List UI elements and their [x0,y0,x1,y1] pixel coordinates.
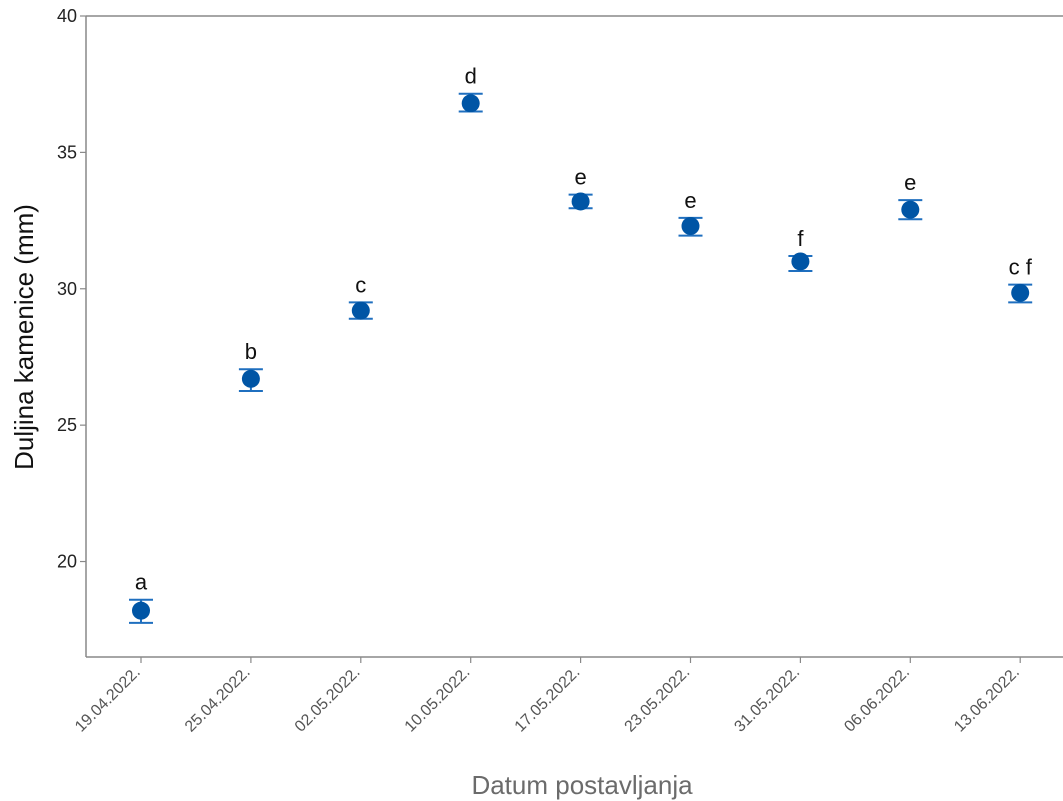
y-tick-label: 40 [57,6,77,26]
data-point [461,94,480,113]
y-tick-label: 35 [57,142,77,162]
axes [85,15,1063,658]
x-axis-title: Datum postavljanja [471,770,693,800]
data-marks: a b c d e e f e c f [129,64,1033,624]
group-label: e [574,165,586,190]
data-point [241,369,260,388]
group-label: a [135,570,148,595]
group-label: b [245,339,257,364]
y-tick-label: 25 [57,415,77,435]
group-label: d [465,64,477,89]
group-label: e [684,188,696,213]
data-point [901,200,920,219]
group-label: c f [1009,255,1033,280]
x-tick-label: 13.06.2022. [951,664,1023,736]
x-tick-label: 19.04.2022. [72,664,144,736]
x-tick-label: 06.06.2022. [841,664,913,736]
group-label: e [904,170,916,195]
y-axis-ticks: 20 25 30 35 40 [57,6,86,572]
y-tick-label: 30 [57,279,77,299]
y-tick-label: 20 [57,552,77,572]
data-point [791,252,810,271]
x-tick-label: 10.05.2022. [402,664,474,736]
x-tick-label: 25.04.2022. [182,664,254,736]
x-tick-label: 02.05.2022. [292,664,364,736]
x-tick-label: 17.05.2022. [512,664,584,736]
data-point [681,217,700,236]
x-tick-label: 31.05.2022. [731,664,803,736]
x-axis-ticks: 19.04.2022. 25.04.2022. 02.05.2022. 10.05.2… [72,657,1023,736]
group-label: c [355,272,366,297]
data-point [571,192,590,211]
y-axis-title: Duljina kamenice (mm) [9,204,39,470]
data-point [132,601,150,620]
data-point [1011,283,1030,302]
group-label: f [797,226,804,251]
x-tick-label: 23.05.2022. [622,664,694,736]
data-point [351,301,370,320]
